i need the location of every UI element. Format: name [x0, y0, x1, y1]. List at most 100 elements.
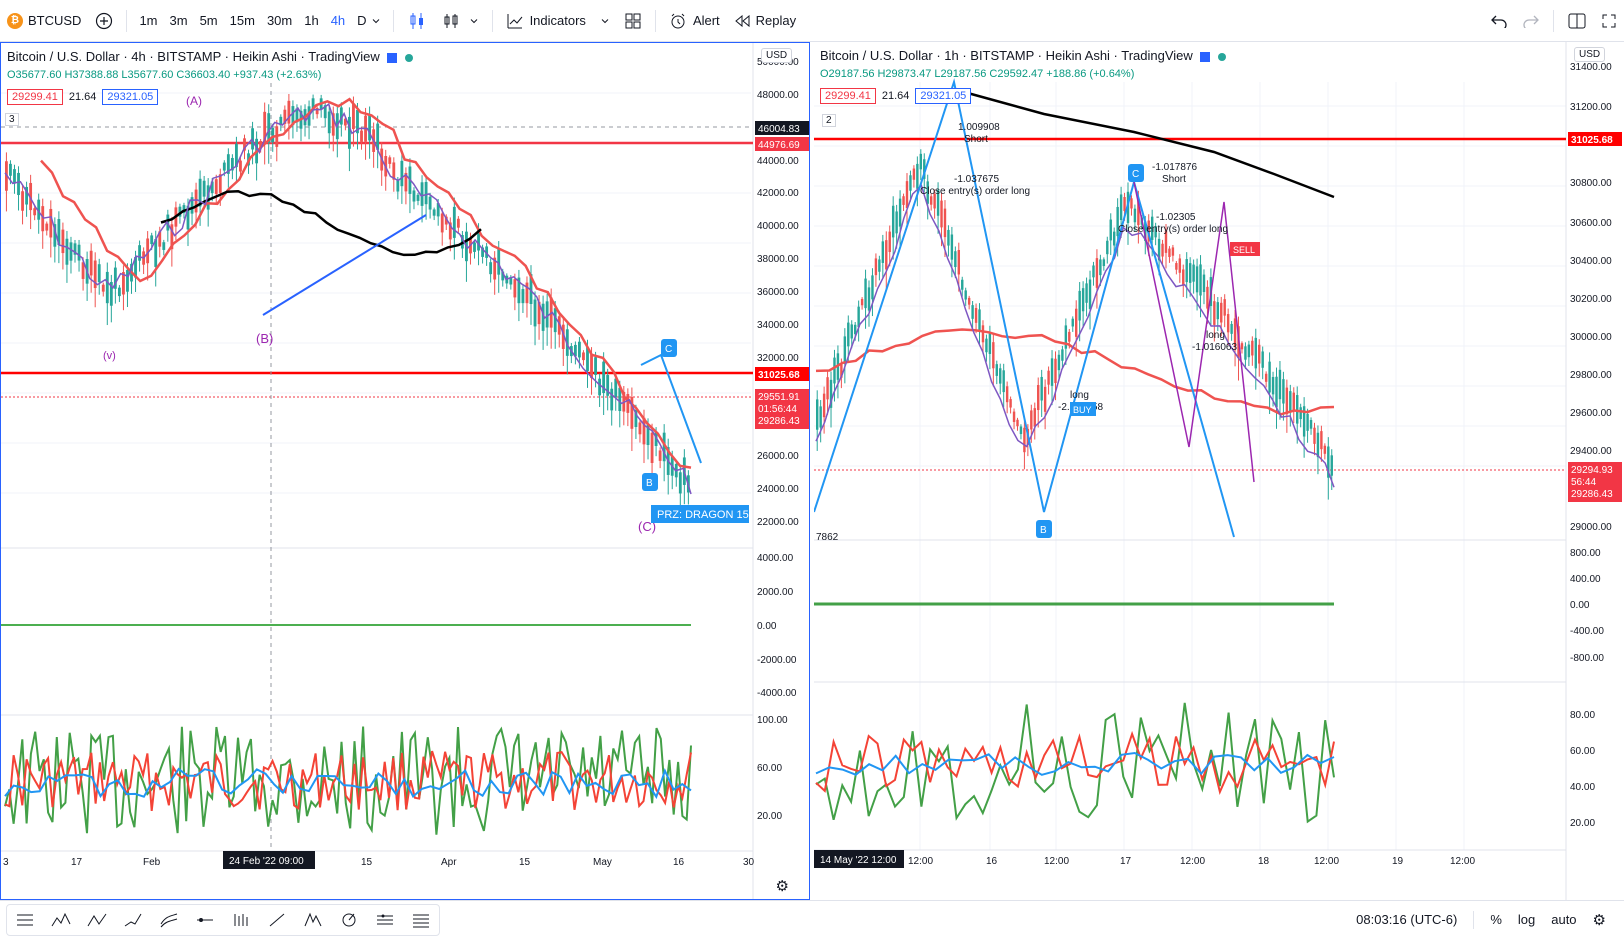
log-toggle[interactable]: log	[1517, 912, 1536, 927]
candle	[614, 378, 618, 398]
rewind-icon	[734, 14, 750, 28]
harmonic-pattern-line[interactable]	[814, 78, 1235, 538]
alert-button[interactable]: Alert	[662, 0, 727, 42]
buy-price-button[interactable]: 29321.05	[915, 88, 972, 104]
timeframe-5m[interactable]: 5m	[199, 13, 218, 28]
collapse-indicators-button[interactable]: 2	[822, 114, 836, 127]
price-tick: 36000.00	[757, 287, 799, 298]
last-price-tag	[1568, 462, 1622, 502]
candle	[481, 247, 484, 257]
candle	[618, 387, 622, 412]
candle	[1323, 445, 1327, 454]
candle	[73, 243, 77, 255]
short-signal-value: 1.009908	[958, 122, 1000, 133]
last-price: 29551.91	[758, 392, 800, 403]
timeframe-15m[interactable]: 15m	[229, 13, 255, 28]
timeframe-d[interactable]: D	[351, 0, 386, 42]
compare-symbol-button[interactable]	[88, 0, 120, 42]
price-tick: 26000.00	[757, 451, 799, 462]
auto-toggle[interactable]: auto	[1551, 912, 1577, 927]
chart-type-button[interactable]	[434, 0, 486, 42]
candle	[412, 190, 416, 202]
candle	[1213, 301, 1216, 325]
candle	[57, 219, 61, 245]
timeframe-d-label: D	[357, 13, 367, 28]
settings-gear-icon[interactable]: ⚙	[775, 878, 789, 895]
candle	[190, 197, 194, 214]
candle	[271, 128, 275, 143]
harmonic-pattern-line-purple[interactable]	[1133, 181, 1255, 483]
timeframe-30m[interactable]: 30m	[266, 13, 293, 28]
tool-wave-icon[interactable]	[79, 904, 115, 936]
harmonic-pattern-line[interactable]	[640, 353, 702, 464]
clock-display[interactable]: 08:03:16 (UTC-6)	[1356, 912, 1458, 927]
timeframe-4h[interactable]: 4h	[330, 13, 346, 28]
point-b-label: B	[646, 478, 653, 489]
candle	[561, 324, 565, 349]
tool-position-icon[interactable]	[367, 904, 403, 936]
right-chart-pane[interactable]: Bitcoin / U.S. Dollar · 1h · BITSTAMP · …	[814, 42, 1624, 900]
candle	[662, 432, 666, 462]
candle	[1085, 283, 1088, 303]
candle	[840, 362, 843, 378]
tool-lines-icon[interactable]	[7, 904, 43, 936]
bar-countdown: 01:56:44	[758, 404, 797, 415]
left-chart-pane[interactable]: Bitcoin / U.S. Dollar · 4h · BITSTAMP · …	[0, 42, 810, 900]
candle	[138, 245, 141, 261]
layout-button[interactable]	[1560, 0, 1594, 42]
tool-channel-icon[interactable]	[151, 904, 187, 936]
buy-price-button[interactable]: 29321.05	[102, 89, 159, 105]
candle	[117, 287, 121, 297]
candle	[967, 297, 971, 305]
currency-button[interactable]: USD	[1574, 47, 1606, 62]
tool-bars-pattern-icon[interactable]	[223, 904, 259, 936]
replay-button[interactable]: Replay	[727, 0, 803, 42]
price-tick: 29600.00	[1570, 408, 1612, 419]
sell-price-button[interactable]: 29299.41	[820, 88, 876, 104]
point-c-marker	[661, 339, 677, 357]
bar-style-button[interactable]	[400, 0, 434, 42]
flag-icon	[1200, 51, 1211, 62]
time-tick: 12:00	[1180, 856, 1205, 867]
candle	[1271, 376, 1275, 395]
candle	[881, 241, 885, 263]
tool-horizontal-ray-icon[interactable]	[187, 904, 223, 936]
trend-line[interactable]	[262, 214, 427, 316]
timeframe-1m[interactable]: 1m	[139, 13, 158, 28]
percent-toggle[interactable]: %	[1490, 912, 1502, 927]
symbol-search[interactable]: ₿ BTCUSD	[0, 0, 88, 42]
redo-button[interactable]	[1515, 0, 1547, 42]
candle	[590, 354, 593, 379]
currency-button[interactable]: USD	[761, 48, 793, 63]
timeframe-1h[interactable]: 1h	[304, 13, 319, 28]
candle	[1095, 258, 1099, 288]
tool-cycle-icon[interactable]	[331, 904, 367, 936]
undo-button[interactable]	[1483, 0, 1515, 42]
chevron-down-icon	[371, 16, 381, 26]
timeframe-3m[interactable]: 3m	[169, 13, 188, 28]
candle	[1130, 198, 1133, 209]
fullscreen-button[interactable]	[1594, 0, 1624, 42]
tool-elliott-icon[interactable]	[43, 904, 79, 936]
candle	[1078, 290, 1081, 321]
templates-button[interactable]	[617, 0, 649, 42]
tool-path-icon[interactable]	[115, 904, 151, 936]
candle	[1144, 221, 1147, 241]
tool-fib-icon[interactable]	[403, 904, 439, 936]
candle	[630, 397, 634, 429]
redo-icon	[1522, 14, 1540, 28]
candle	[1019, 426, 1023, 435]
candle	[489, 262, 493, 275]
sell-signal-box	[1230, 242, 1260, 256]
candle	[473, 242, 476, 252]
sell-price-button[interactable]: 29299.41	[7, 89, 63, 105]
collapse-indicators-button[interactable]: 3	[5, 113, 19, 126]
tool-trend-line-icon[interactable]	[259, 904, 295, 936]
indicators-button[interactable]: Indicators	[499, 0, 617, 42]
tool-pattern-icon[interactable]	[295, 904, 331, 936]
candle	[833, 357, 836, 384]
candle	[1327, 446, 1330, 478]
left-bid-ask: 29299.41 21.64 29321.05	[7, 89, 159, 105]
settings-gear-icon[interactable]: ⚙	[1592, 911, 1606, 929]
price-axis: 31400.00 31200.00 30800.00 30600.00 3040…	[1570, 62, 1612, 533]
